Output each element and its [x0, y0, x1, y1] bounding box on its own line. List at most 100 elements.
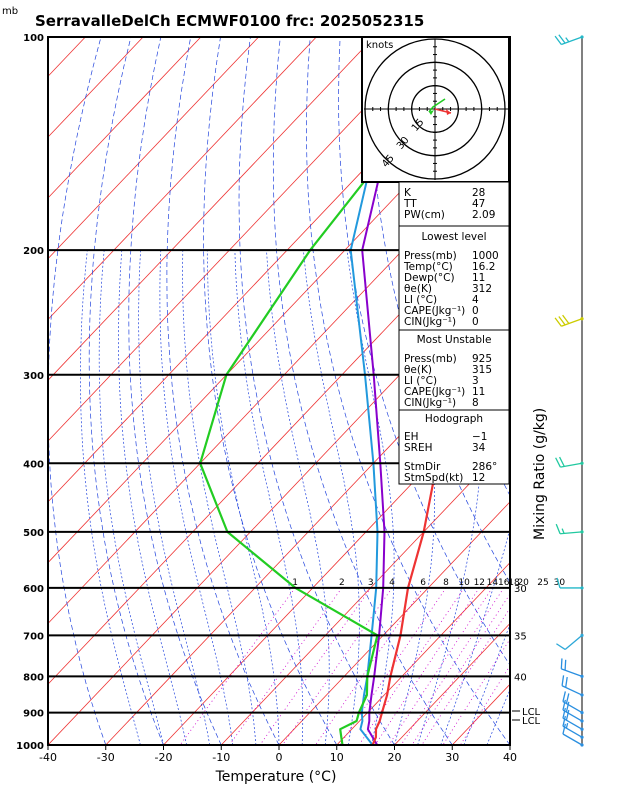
chart-title: SerravalleDelCh ECMWF0100 frc: 202505231…	[35, 12, 424, 30]
pressure-tick-label: 600	[23, 584, 44, 595]
wind-barb-flag	[554, 317, 562, 327]
pressure-tick-label: 800	[23, 672, 44, 683]
hodograph-trace-low	[428, 98, 446, 113]
index-row-value: 28	[472, 187, 485, 199]
wind-barb-flag	[562, 314, 570, 324]
lowest-row-label: Dewp(°C)	[404, 272, 455, 284]
hodograph-units: knots	[366, 40, 393, 51]
hodo-row-value: 286°	[472, 461, 497, 473]
dry-adiabat	[272, 37, 453, 745]
wind-barb-flag	[556, 643, 566, 651]
isotherm	[48, 37, 202, 199]
index-row-label: PW(cm)	[404, 209, 445, 221]
pressure-tick-label: 700	[23, 631, 44, 642]
lcl-label-2: LCL	[522, 716, 541, 727]
unstable-row-label: CIN(Jkg⁻¹)	[404, 397, 456, 409]
index-row-label: K	[404, 187, 412, 199]
wind-barb-flag	[559, 456, 565, 467]
lowest-row-label: θe(K)	[404, 283, 432, 295]
temperature-tick-label: 10	[330, 751, 344, 764]
pressure-axis: 100 200 300 400 500 600 700 800 900 1000	[16, 33, 44, 752]
unstable-row-value: 3	[472, 375, 479, 387]
wind-barb-shaft	[562, 733, 583, 746]
wind-barb	[556, 633, 584, 651]
wind-barb-flag	[556, 577, 561, 589]
wind-barb-flag	[558, 34, 566, 44]
wind-barb-base	[580, 674, 584, 678]
index-row-value: 47	[472, 198, 485, 210]
wind-barb-flag	[561, 675, 565, 686]
temperature-tick-label: -40	[39, 751, 57, 764]
wind-barb-half-flag	[565, 37, 570, 43]
wind-barb	[562, 723, 584, 747]
temperature-tick-label: -20	[155, 751, 173, 764]
mixing-ratio-label: 30	[554, 578, 566, 588]
unstable-row-value: 925	[472, 353, 492, 365]
wind-barb	[554, 34, 584, 46]
temperature-tick-label: -30	[97, 751, 115, 764]
temperature-tick-label: 30	[445, 751, 459, 764]
wind-barb-base	[580, 711, 584, 715]
hodo-row-label: StmSpd(kt)	[404, 472, 463, 484]
wind-barb-flag	[565, 676, 568, 688]
mixing-ratio-label: 20	[517, 578, 529, 588]
hodo-row-label: EH	[404, 431, 419, 443]
dry-adiabat	[128, 37, 222, 745]
mixing-ratio-label: 14	[487, 578, 499, 588]
wind-barb-flag	[560, 658, 563, 669]
theta-label: 40	[514, 672, 527, 683]
temperature-axis: -40 -30 -20 -10 0 10 20 30 40	[39, 745, 517, 764]
dry-adiabat	[48, 37, 107, 745]
wind-barb-flag	[562, 707, 566, 719]
wind-barb-base	[580, 461, 584, 465]
hodo-row-value: 12	[472, 472, 485, 484]
pressure-tick-label: 500	[23, 528, 44, 539]
wind-barb	[555, 456, 584, 468]
lcl-label-1: LCL	[522, 707, 541, 718]
wind-barb	[562, 715, 584, 739]
mixing-ratio-label: 16	[498, 578, 510, 588]
wind-barb-base	[580, 633, 584, 637]
wind-barb-flag	[554, 35, 562, 45]
x-axis-label: Temperature (°C)	[215, 769, 337, 785]
wind-barb-flag	[565, 709, 570, 721]
mixing-ratio-label: 18	[508, 578, 520, 588]
moist-adiabat	[206, 250, 280, 745]
lowest-row-label: CAPE(Jkg⁻¹)	[404, 305, 465, 317]
pressure-tick-label: 400	[23, 459, 44, 470]
hodograph-header: Hodograph	[425, 413, 483, 425]
virtual-parcel-line	[361, 37, 416, 745]
lowest-level-header: Lowest level	[421, 231, 486, 243]
mixing-ratio-label: 1	[292, 578, 298, 588]
isotherm	[220, 440, 510, 745]
isotherm	[48, 37, 375, 381]
isotherm	[48, 37, 433, 442]
isotherm	[394, 622, 510, 745]
theta-label: 35	[514, 631, 527, 642]
pressure-tick-label: 900	[23, 709, 44, 720]
wind-barb-flag	[562, 699, 566, 711]
wind-barb	[561, 675, 584, 697]
lowest-row-value: 0	[472, 316, 479, 328]
mixing-ratio-label: 6	[420, 578, 426, 588]
lowest-row-label: LI (°C)	[404, 294, 437, 306]
mixing-ratio-axis-label: Mixing Ratio (g/kg)	[532, 408, 548, 540]
dry-adiabat	[306, 37, 510, 745]
dry-adiabat	[203, 37, 338, 745]
wind-barb	[555, 523, 584, 535]
isotherm	[48, 258, 510, 745]
wind-barb-base	[580, 586, 584, 590]
pressure-unit: mb	[2, 6, 18, 17]
temperature-tick-label: -10	[212, 751, 230, 764]
lowest-row-label: Press(mb)	[404, 250, 457, 262]
isotherm	[336, 562, 510, 745]
dry-adiabat	[88, 37, 164, 745]
wind-barb-flag	[562, 723, 566, 735]
unstable-row-label: LI (°C)	[404, 375, 437, 387]
lowest-row-value: 1000	[472, 250, 499, 262]
moist-adiabat	[98, 250, 164, 745]
index-row-value: 2.09	[472, 209, 495, 221]
